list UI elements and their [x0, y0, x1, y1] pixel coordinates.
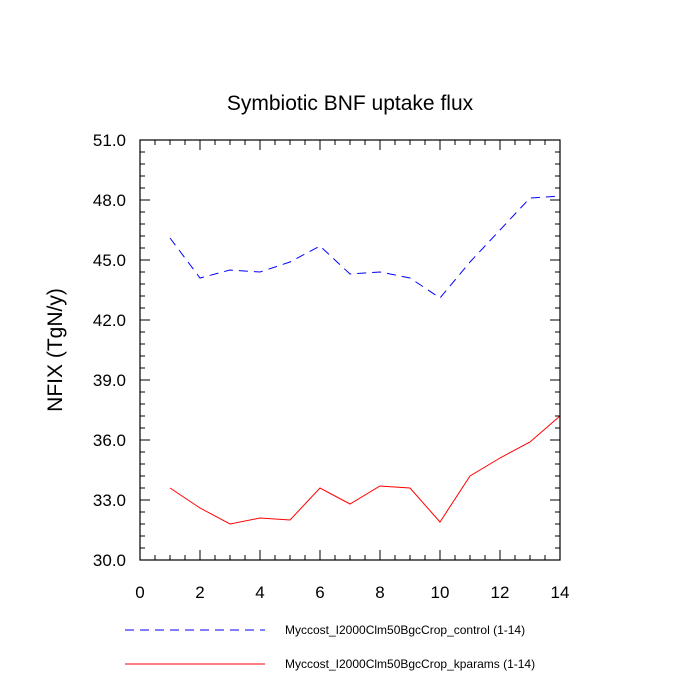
y-tick-label: 39.0 [93, 371, 126, 390]
y-tick-label: 45.0 [93, 251, 126, 270]
x-tick-label: 14 [551, 583, 570, 602]
y-axis-label: NFIX (TgN/y) [44, 288, 67, 412]
legend-label-1: Myccost_I2000Clm50BgcCrop_control (1-14) [285, 623, 525, 637]
y-tick-label: 36.0 [93, 431, 126, 450]
chart-title: Symbiotic BNF uptake flux [227, 92, 474, 115]
y-tick-label: 30.0 [93, 551, 126, 570]
axes: 0 2 4 6 8 10 12 14 30.0 33.0 36.0 39.0 42.0 45.0 48.0 5… [93, 131, 570, 602]
plot-lines [169, 195, 561, 525]
series-line-1 [169, 195, 561, 299]
x-tick-label: 10 [431, 583, 450, 602]
y-tick-label: 51.0 [93, 131, 126, 150]
x-tick-label: 2 [195, 583, 204, 602]
plot-frame [139, 139, 561, 561]
y-tick-label: 42.0 [93, 311, 126, 330]
legend-label-2: Myccost_I2000Clm50BgcCrop_kparams (1-14) [285, 657, 535, 671]
x-tick-label: 0 [135, 583, 144, 602]
x-tick-label: 6 [315, 583, 324, 602]
x-tick-label: 8 [375, 583, 384, 602]
series-line-2 [169, 415, 561, 525]
legend: Myccost_I2000Clm50BgcCrop_control (1-14)… [125, 623, 535, 671]
x-tick-label: 12 [491, 583, 510, 602]
y-tick-label: 48.0 [93, 191, 126, 210]
y-tick-label: 33.0 [93, 491, 126, 510]
x-tick-label: 4 [255, 583, 264, 602]
